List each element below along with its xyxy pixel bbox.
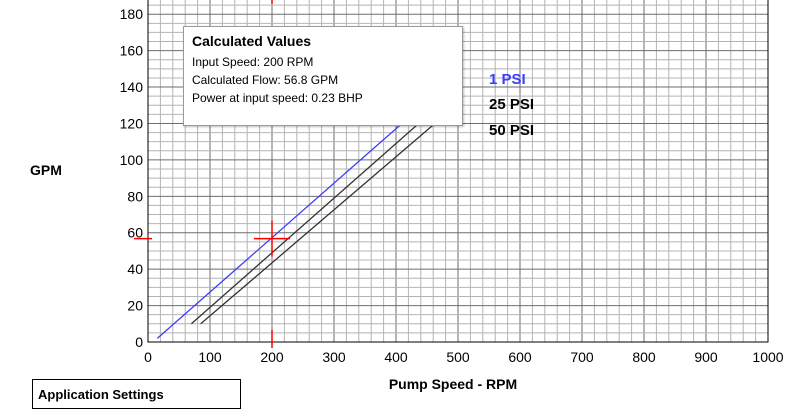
x-tick-label: 700 — [570, 349, 594, 365]
y-tick-label: 40 — [127, 261, 143, 277]
series-label-1: 25 PSI — [489, 96, 534, 113]
application-settings-title: Application Settings — [38, 387, 164, 402]
selection-marker — [134, 0, 290, 348]
y-tick-label: 20 — [127, 298, 143, 314]
y-tick-label: 120 — [120, 115, 144, 131]
x-tick-label: 800 — [632, 349, 656, 365]
x-tick-label: 600 — [508, 349, 532, 365]
y-tick-label: 60 — [127, 225, 143, 241]
y-axis-ticks: 0 20 40 60 80 100 120 140 160 180 — [120, 6, 144, 350]
series-label-0: 1 PSI — [489, 71, 526, 88]
y-axis-title: GPM — [30, 162, 62, 178]
x-tick-label: 400 — [384, 349, 408, 365]
series-label-2: 50 PSI — [489, 122, 534, 139]
tooltip-input-speed: Input Speed: 200 RPM — [192, 55, 314, 69]
calculated-values-tooltip: Calculated Values Input Speed: 200 RPM C… — [183, 26, 463, 126]
y-tick-label: 80 — [127, 188, 143, 204]
x-tick-label: 300 — [322, 349, 346, 365]
y-tick-label: 0 — [135, 334, 143, 350]
x-axis-title: Pump Speed - RPM — [389, 376, 517, 392]
x-tick-label: 0 — [144, 349, 152, 365]
application-settings-panel[interactable]: Application Settings — [32, 379, 241, 409]
tooltip-title: Calculated Values — [192, 33, 312, 49]
x-tick-label: 200 — [260, 349, 284, 365]
x-tick-label: 500 — [446, 349, 470, 365]
x-tick-label: 900 — [694, 349, 718, 365]
plot-frame — [147, 0, 769, 343]
x-axis-ticks: 0 100 200 300 400 500 600 700 800 900 1000 — [144, 349, 784, 365]
tooltip-calculated-flow: Calculated Flow: 56.8 GPM — [192, 73, 339, 87]
series-line-2 — [200, 113, 447, 325]
series-line-1 — [190, 104, 440, 325]
y-tick-label: 140 — [120, 79, 144, 95]
y-tick-label: 160 — [120, 43, 144, 59]
x-tick-label: 100 — [198, 349, 222, 365]
series-labels: 1 PSI 25 PSI 50 PSI — [489, 71, 534, 139]
y-tick-label: 100 — [120, 152, 144, 168]
tooltip-power: Power at input speed: 0.23 BHP — [192, 91, 363, 105]
y-tick-label: 180 — [120, 6, 144, 22]
x-tick-label: 1000 — [752, 349, 783, 365]
